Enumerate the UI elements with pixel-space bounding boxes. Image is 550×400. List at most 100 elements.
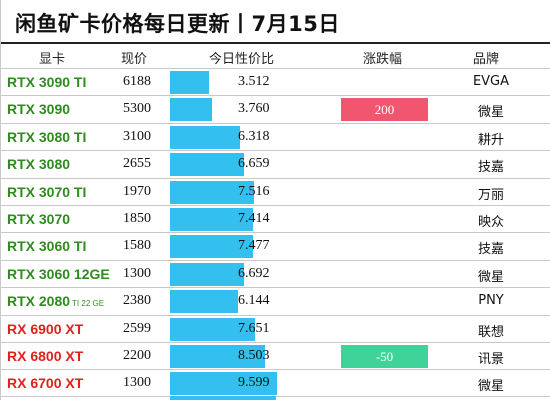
card-model-name: RTX 3070 TI	[7, 183, 87, 200]
partial-row-bar	[170, 396, 276, 400]
card-model-name: RTX 3060 TI	[7, 238, 87, 255]
brand-name: 微星	[477, 269, 504, 285]
title-bar: 闲鱼矿卡价格每日更新丨7月15日	[1, 0, 550, 44]
ratio-bar	[170, 207, 253, 231]
ratio-bar-track	[170, 180, 280, 204]
ratio-bar	[170, 235, 253, 259]
brand-name: 技嘉	[477, 160, 504, 176]
card-model-name: RTX 2080	[7, 293, 71, 310]
price-value: 2655	[123, 156, 151, 172]
price-value: 6188	[123, 74, 151, 89]
card-model-name: RTX 3090	[7, 101, 71, 118]
ratio-value: 7.477	[238, 238, 270, 254]
ratio-value: 7.651	[238, 320, 270, 336]
ratio-bar-track	[170, 344, 280, 368]
ratio-bar-track	[170, 290, 280, 314]
ratio-bar	[170, 153, 244, 177]
price-value: 1970	[123, 183, 151, 199]
ratio-bar	[170, 180, 254, 204]
price-value: 2200	[123, 347, 151, 363]
table-row: RTX 3080 2655 6.659 技嘉	[1, 150, 550, 177]
header-brand: 品牌	[473, 52, 500, 67]
price-value: 5300	[123, 101, 151, 117]
brand-name: 联想	[477, 324, 504, 340]
ratio-bar	[170, 317, 255, 341]
price-change-down-badge: -50	[341, 344, 428, 368]
ratio-bar	[170, 71, 209, 94]
ratio-bar	[170, 290, 238, 314]
page-title: 闲鱼矿卡价格每日更新丨7月15日	[15, 12, 340, 36]
card-model: RX 6800 XT	[7, 348, 83, 364]
table-row: RX 6800 XT 2200 8.503 -50 讯景	[1, 341, 550, 369]
header-ratio: 今日性价比	[209, 52, 275, 67]
ratio-bar	[170, 125, 240, 149]
header-card: 显卡	[39, 52, 66, 67]
ratio-bar-track	[170, 317, 280, 341]
table-row: RTX 3090 TI 6188 3.512 EVGA	[1, 68, 550, 95]
brand-name: 微星	[477, 379, 504, 395]
brand-name: 万丽	[477, 187, 504, 203]
price-value: 1300	[123, 375, 151, 391]
brand-name: 讯景	[477, 351, 504, 367]
ratio-bar-track	[170, 153, 280, 177]
price-change-up-badge: 200	[341, 98, 428, 122]
header-price: 现价	[121, 52, 148, 67]
ratio-value: 9.599	[238, 375, 270, 391]
price-value: 2599	[123, 320, 151, 336]
ratio-bar-track	[170, 235, 280, 259]
brand-name: PNY	[478, 293, 504, 309]
card-model-name: RTX 3080 TI	[7, 128, 87, 145]
card-model: RTX 3060 TI	[7, 238, 86, 254]
ratio-value: 8.503	[238, 347, 270, 363]
brand-name: 映众	[477, 214, 504, 230]
ratio-bar	[170, 372, 277, 396]
card-model: RTX 3090 TI	[7, 74, 86, 90]
table-row: RTX 3060 TI 1580 7.477 技嘉	[1, 232, 550, 259]
ratio-value: 7.414	[238, 210, 270, 226]
card-model: RX 6900 XT	[7, 321, 83, 337]
ratio-bar-track	[170, 372, 280, 396]
card-model: RTX 3080	[7, 156, 70, 172]
card-model-suffix: TI 22 GE	[72, 299, 105, 309]
ratio-bar-track	[170, 262, 280, 286]
ratio-value: 6.659	[238, 156, 270, 172]
price-value: 1850	[123, 210, 151, 226]
card-model-name: RX 6800 XT	[7, 347, 84, 364]
card-model-name: RTX 3090 TI	[7, 74, 87, 90]
table-body: RTX 3090 TI 6188 3.512 EVGA RTX 3090 5300 3.76…	[1, 68, 550, 397]
ratio-bar-track	[170, 71, 280, 94]
table-row: RX 6700 XT 1300 9.599 微星	[1, 369, 550, 397]
ratio-bar	[170, 262, 244, 286]
brand-name: 技嘉	[477, 242, 504, 258]
ratio-bar-track	[170, 98, 280, 122]
price-value: 2380	[123, 293, 151, 309]
table-row: RTX 3060 12GE 1300 6.692 微星	[1, 259, 550, 287]
ratio-value: 6.144	[238, 293, 270, 309]
card-model-name: RX 6700 XT	[7, 375, 84, 392]
card-model: RX 6700 XT	[7, 375, 83, 391]
brand-name: EVGA	[472, 74, 510, 89]
ratio-value: 6.692	[238, 265, 270, 281]
card-model-name: RTX 3070	[7, 210, 71, 227]
card-model-name: RX 6900 XT	[7, 320, 84, 337]
header-change: 涨跌幅	[363, 52, 403, 67]
table-row: RTX 3070 TI 1970 7.516 万丽	[1, 177, 550, 205]
table-row: RTX 2080 TI 22 GE 2380 6.144 PNY	[1, 287, 550, 314]
brand-name: 微星	[477, 105, 504, 121]
table-row: RX 6900 XT 2599 7.651 联想	[1, 314, 550, 342]
card-model: RTX 3060 12GE	[7, 266, 110, 282]
ratio-bar	[170, 344, 265, 368]
table-row: RTX 3070 1850 7.414 映众	[1, 204, 550, 232]
card-model-name: RTX 3080	[7, 156, 71, 173]
ratio-bar-track	[170, 125, 280, 149]
ratio-value: 3.760	[238, 101, 270, 117]
ratio-value: 7.516	[238, 183, 270, 199]
table-row: RTX 3080 TI 3100 6.318 耕升	[1, 122, 550, 150]
price-value: 1580	[123, 238, 151, 254]
table-row: RTX 3090 5300 3.760 200 微星	[1, 95, 550, 122]
card-model: RTX 2080 TI 22 GE	[7, 293, 104, 309]
card-model: RTX 3070	[7, 211, 70, 227]
card-model: RTX 3080 TI	[7, 129, 86, 145]
brand-name: 耕升	[477, 132, 504, 148]
